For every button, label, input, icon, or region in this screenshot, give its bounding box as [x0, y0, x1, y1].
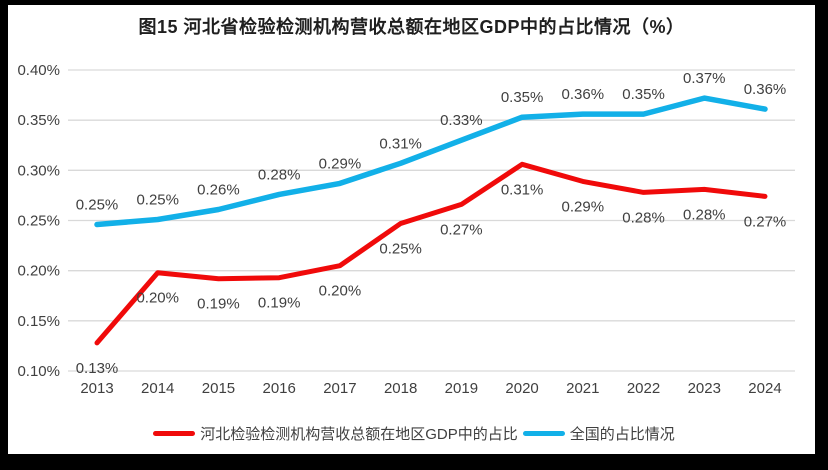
legend-label-hebei: 河北检验检测机构营收总额在地区GDP中的占比 — [200, 426, 518, 443]
data-point-label: 0.28% — [683, 206, 726, 223]
x-axis-tick-label: 2017 — [323, 380, 356, 397]
data-point-label: 0.20% — [319, 283, 362, 300]
data-point-label: 0.29% — [562, 198, 605, 215]
data-point-label: 0.29% — [319, 155, 362, 172]
data-point-label: 0.19% — [258, 295, 301, 312]
x-axis-tick-label: 2020 — [505, 380, 538, 397]
data-point-label: 0.27% — [744, 213, 787, 230]
data-point-label: 0.20% — [136, 290, 179, 307]
y-axis-tick-label: 0.35% — [17, 112, 60, 129]
y-axis-tick-label: 0.20% — [17, 263, 60, 280]
x-axis-tick-label: 2024 — [748, 380, 781, 397]
chart-title: 图15 河北省检验检测机构营收总额在地区GDP中的占比情况（%） — [138, 17, 685, 37]
data-point-label: 0.13% — [76, 360, 119, 377]
series-line-hebei — [94, 161, 768, 346]
data-point-label: 0.19% — [197, 296, 240, 313]
data-point-label: 0.25% — [76, 197, 119, 214]
data-point-label: 0.36% — [562, 86, 605, 103]
x-axis-tick-label: 2013 — [80, 380, 113, 397]
data-point-label: 0.31% — [501, 181, 544, 198]
data-point-label: 0.33% — [440, 112, 483, 129]
chart-legend: 河北检验检测机构营收总额在地区GDP中的占比 全国的占比情况 — [8, 423, 815, 444]
data-point-label: 0.25% — [379, 241, 422, 258]
legend-swatch-hebei — [153, 431, 196, 436]
data-point-label: 0.28% — [622, 209, 665, 226]
x-axis-tick-label: 2023 — [688, 380, 721, 397]
legend-swatch-national — [522, 431, 565, 436]
data-point-label: 0.27% — [440, 221, 483, 238]
data-point-label: 0.35% — [501, 89, 544, 106]
x-axis-tick-label: 2019 — [445, 380, 478, 397]
x-axis-tick-label: 2014 — [141, 380, 174, 397]
y-axis-tick-label: 0.15% — [17, 313, 60, 330]
data-point-label: 0.25% — [136, 191, 179, 208]
x-axis-tick-label: 2015 — [202, 380, 235, 397]
y-axis-tick-label: 0.40% — [17, 62, 60, 79]
data-point-label: 0.26% — [197, 181, 240, 198]
series-line-national — [94, 95, 768, 228]
data-point-label: 0.31% — [379, 135, 422, 152]
x-axis-tick-label: 2018 — [384, 380, 417, 397]
line-chart-plot: 0.40% 0.35% 0.30% 0.25% 0.20% 0.15% 0.10% 2013 2… — [17, 62, 795, 397]
data-point-label: 0.35% — [622, 86, 665, 103]
chart-canvas: 图15 河北省检验检测机构营收总额在地区GDP中的占比情况（%） 0.40% 0.… — [8, 5, 815, 454]
x-axis-tick-label: 2022 — [627, 380, 660, 397]
legend-label-national: 全国的占比情况 — [569, 426, 675, 443]
x-axis-tick-label: 2016 — [262, 380, 295, 397]
y-axis-tick-label: 0.10% — [17, 363, 60, 380]
y-axis-tick-label: 0.30% — [17, 162, 60, 179]
y-axis-tick-label: 0.25% — [17, 213, 60, 230]
data-point-label: 0.36% — [744, 81, 787, 98]
data-point-label: 0.37% — [683, 70, 726, 87]
data-point-label: 0.28% — [258, 166, 301, 183]
x-axis-tick-label: 2021 — [566, 380, 599, 397]
